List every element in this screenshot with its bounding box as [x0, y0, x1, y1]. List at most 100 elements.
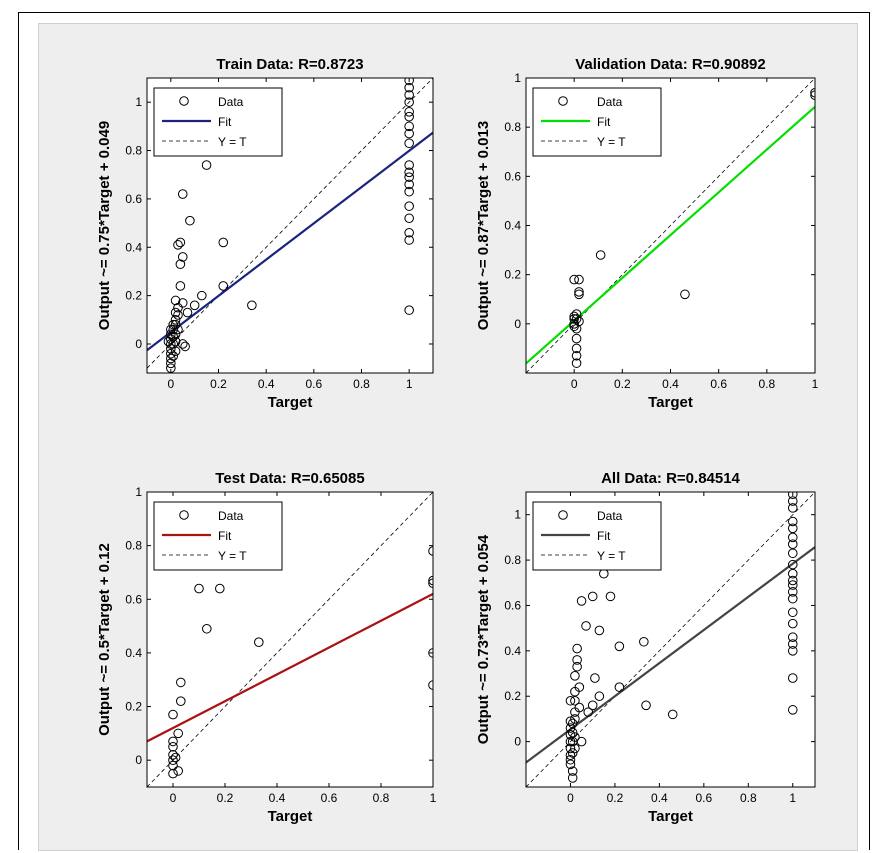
- data-point: [569, 314, 579, 324]
- legend-marker-data: [558, 510, 568, 520]
- legend-label: Fit: [218, 529, 232, 543]
- data-point: [576, 736, 587, 747]
- legend: Data Fit Y = T: [532, 87, 662, 157]
- data-point: [574, 316, 584, 327]
- legend-label: Fit: [597, 115, 611, 129]
- plot-content: [526, 492, 815, 787]
- data-point: [572, 661, 582, 672]
- x-tick-label: 0.8: [758, 377, 775, 391]
- y-tick-label: 0.4: [504, 219, 521, 233]
- data-point: [565, 743, 576, 754]
- legend-box: [153, 501, 283, 571]
- data-point: [787, 587, 798, 597]
- data-point: [614, 641, 625, 652]
- data-point: [595, 250, 606, 260]
- x-tick-label: 0.2: [607, 791, 624, 805]
- data-point: [810, 87, 815, 98]
- data-point: [787, 516, 798, 527]
- data-point: [168, 755, 178, 765]
- data-point: [170, 319, 181, 330]
- y-axis-label: Output ~= 0.75*Target + 0.049: [96, 121, 113, 330]
- x-tick-label: 1: [430, 791, 437, 805]
- data-point: [571, 343, 582, 354]
- data-point: [787, 532, 798, 543]
- y-axis-label: Output ~= 0.87*Target + 0.013: [475, 121, 492, 330]
- plot-content: [147, 78, 433, 373]
- y-tick-label: 0.8: [125, 539, 142, 553]
- y-tick-label: 1: [514, 71, 521, 85]
- data-point: [170, 752, 181, 763]
- axes-box: [146, 77, 434, 374]
- data-point: [404, 167, 414, 178]
- data-point: [571, 333, 582, 344]
- legend: Data Fit Y = T: [532, 501, 662, 571]
- data-point: [175, 259, 186, 269]
- data-point: [176, 696, 186, 706]
- data-point: [166, 339, 176, 349]
- legend: Data Fit Y = T: [153, 87, 283, 157]
- identity-line: [147, 78, 433, 369]
- data-point: [173, 240, 183, 250]
- data-point: [173, 766, 183, 776]
- data-point: [185, 215, 195, 226]
- data-point: [170, 307, 181, 318]
- data-point: [168, 736, 178, 747]
- legend-label: Data: [597, 95, 623, 109]
- y-tick-label: 0: [135, 753, 142, 767]
- legend-label: Y = T: [218, 549, 247, 563]
- chart-2: 0 0.2 0.4 0.6 0.8 1 0 0.2 0.4 0.6 0.8 1 Validation D…: [475, 56, 819, 411]
- data-point: [173, 728, 183, 739]
- y-axis-label: Output ~= 0.73*Target + 0.054: [475, 534, 492, 744]
- legend-label: Data: [218, 509, 244, 523]
- legend-label: Fit: [218, 115, 232, 129]
- data-point: [570, 714, 580, 724]
- data-point: [182, 307, 193, 318]
- data-point: [576, 596, 587, 606]
- data-point: [572, 655, 582, 665]
- chart-1: 0 0.2 0.4 0.6 0.8 1 0 0.2 0.4 0.6 0.8 1 Train Data: …: [96, 56, 434, 411]
- x-tick-label: 0: [170, 791, 177, 805]
- data-point: [404, 201, 414, 211]
- data-point: [173, 324, 183, 335]
- data-point: [787, 580, 798, 590]
- data-point: [177, 298, 188, 308]
- identity-line: [526, 492, 815, 787]
- data-point: [565, 754, 576, 765]
- data-point: [176, 677, 186, 688]
- y-tick-label: 0: [514, 735, 521, 749]
- data-point: [170, 346, 181, 357]
- data-point: [404, 111, 414, 122]
- data-point: [201, 160, 212, 170]
- x-tick-label: 0: [571, 377, 578, 391]
- data-point: [574, 274, 584, 285]
- data-point: [574, 682, 585, 692]
- data-point: [170, 295, 181, 306]
- data-point: [787, 548, 798, 559]
- y-tick-label: 0: [135, 337, 142, 351]
- plot-content: [526, 78, 815, 373]
- data-point: [787, 593, 798, 604]
- chart-4: 0 0.2 0.4 0.6 0.8 1 0 0.2 0.4 0.6 0.8 1 All Data: R=…: [475, 470, 816, 825]
- fit-line: [147, 592, 433, 743]
- x-tick-label: 1: [812, 377, 819, 391]
- data-point: [168, 351, 179, 361]
- data-point: [404, 82, 414, 93]
- identity-line: [147, 492, 433, 787]
- data-point: [787, 673, 798, 683]
- data-point: [166, 329, 176, 340]
- data-point: [168, 741, 178, 752]
- x-tick-label: 0.2: [217, 791, 234, 805]
- data-point: [574, 289, 584, 300]
- data-point: [404, 235, 414, 245]
- x-tick-label: 0.4: [269, 791, 286, 805]
- x-tick-label: 0.2: [210, 377, 227, 391]
- data-point: [428, 578, 433, 588]
- data-point: [173, 310, 183, 320]
- x-tick-label: 1: [789, 791, 796, 805]
- data-point: [202, 623, 212, 634]
- x-tick-label: 0.8: [740, 791, 757, 805]
- legend-label: Fit: [597, 529, 611, 543]
- x-tick-label: 0.6: [710, 377, 727, 391]
- data-point: [166, 353, 176, 364]
- chart-3: 0 0.2 0.4 0.6 0.8 1 0 0.2 0.4 0.6 0.8 1 Test Data: R…: [96, 470, 437, 825]
